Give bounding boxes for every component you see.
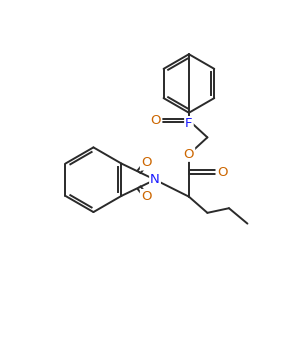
Text: O: O (184, 148, 194, 161)
Text: O: O (150, 114, 161, 127)
Text: F: F (185, 117, 193, 130)
Text: N: N (150, 173, 160, 186)
Text: O: O (217, 165, 227, 178)
Text: O: O (141, 190, 151, 203)
Text: O: O (141, 156, 151, 169)
